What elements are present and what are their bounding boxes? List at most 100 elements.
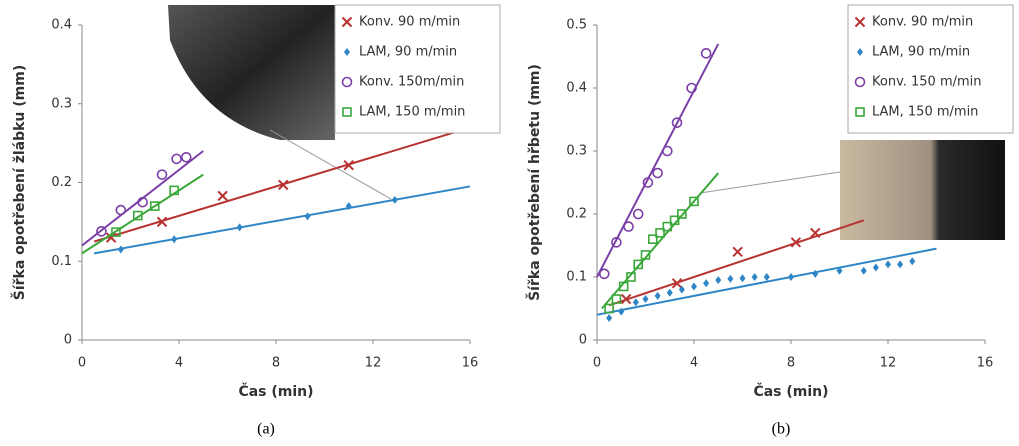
legend-label: LAM, 150 m/min <box>359 105 465 120</box>
x-tick-label: 12 <box>365 356 382 371</box>
x-tick-label: 8 <box>787 356 795 371</box>
y-tick-label: 0 <box>64 333 72 348</box>
marker-circle <box>632 208 644 220</box>
marker-diamond <box>654 291 661 300</box>
x-tick-label: 0 <box>78 356 86 371</box>
marker-diamond <box>606 313 613 322</box>
y-tick-label: 0.3 <box>51 96 72 111</box>
legend-label: LAM, 90 m/min <box>359 45 457 60</box>
marker-circle <box>642 177 654 188</box>
connector <box>699 171 841 194</box>
marker-x <box>156 216 168 228</box>
marker-diamond <box>632 298 639 307</box>
marker-x <box>732 246 743 258</box>
y-tick-label: 0.1 <box>51 254 72 269</box>
marker-diamond <box>909 257 916 266</box>
marker-square <box>149 201 160 211</box>
y-tick-label: 0.4 <box>566 81 587 96</box>
connector <box>269 129 392 200</box>
marker-diamond <box>739 274 746 283</box>
marker-diamond <box>727 274 734 283</box>
trend-line <box>93 130 459 243</box>
marker-circle <box>671 117 683 128</box>
marker-square <box>169 185 179 196</box>
marker-diamond <box>872 263 879 272</box>
legend-box <box>334 4 501 134</box>
trend-line <box>608 219 865 307</box>
marker-diamond <box>345 202 352 211</box>
marker-diamond <box>691 282 697 291</box>
inset-photo <box>168 5 335 140</box>
marker-x <box>671 278 683 289</box>
marker-x <box>854 16 866 28</box>
legend-label: Konv. 150m/min <box>359 75 464 90</box>
marker-circle <box>156 169 168 180</box>
marker-circle <box>598 268 610 280</box>
caption: (b) <box>772 421 791 438</box>
marker-diamond <box>897 260 904 269</box>
marker-diamond <box>751 273 758 281</box>
marker-diamond <box>344 48 350 56</box>
x-tick-label: 12 <box>880 356 897 371</box>
marker-x <box>343 159 354 171</box>
y-tick-label: 0.2 <box>566 207 587 222</box>
legend-box <box>847 4 1014 134</box>
marker-circle <box>171 153 182 165</box>
marker-diamond <box>857 48 863 56</box>
marker-square <box>611 294 622 304</box>
marker-diamond <box>391 195 398 204</box>
marker-diamond <box>171 235 178 244</box>
marker-diamond <box>236 223 243 232</box>
marker-square <box>132 210 143 221</box>
y-axis-label: Šířka opotřebení hřbetu (mm) <box>525 64 543 301</box>
marker-x <box>341 16 353 28</box>
trend-line <box>596 43 720 278</box>
legend-label: LAM, 150 m/min <box>872 105 978 120</box>
legend: Konv. 90 m/min LAM, 90 m/min Konv. 150m/mi… <box>334 4 501 134</box>
marker-square <box>342 107 352 117</box>
legend-label: Konv. 90 m/min <box>359 15 460 30</box>
marker-diamond <box>836 266 843 275</box>
marker-circle <box>700 48 712 59</box>
y-axis-label: Šířka opotřebení žlábku (mm) <box>10 65 28 300</box>
marker-square <box>689 196 699 207</box>
marker-diamond <box>885 260 891 269</box>
marker-diamond <box>703 279 710 288</box>
trend-line <box>93 185 471 255</box>
marker-square <box>855 107 865 117</box>
x-tick-label: 16 <box>977 356 994 371</box>
marker-circle <box>623 221 634 232</box>
marker-square <box>647 234 658 244</box>
x-tick-label: 0 <box>593 356 601 371</box>
marker-diamond <box>117 245 124 254</box>
marker-circle <box>137 196 148 208</box>
caption: (a) <box>257 421 275 438</box>
x-axis-label: Čas (min) <box>753 382 828 400</box>
y-tick-label: 0.1 <box>566 270 587 285</box>
marker-square <box>669 215 680 226</box>
marker-square <box>655 228 665 238</box>
marker-circle <box>854 76 866 88</box>
y-tick-label: 0.3 <box>566 144 587 159</box>
marker-diamond <box>304 212 311 221</box>
marker-diamond <box>678 285 685 294</box>
marker-square <box>604 303 614 314</box>
marker-square <box>662 221 673 232</box>
marker-circle <box>686 82 697 94</box>
y-tick-label: 0 <box>579 333 587 348</box>
marker-x <box>620 293 632 305</box>
marker-x <box>810 227 821 239</box>
marker-diamond <box>618 307 625 316</box>
marker-x <box>790 237 802 248</box>
marker-diamond <box>763 273 770 281</box>
marker-square <box>111 227 121 237</box>
inset-photo <box>840 140 1005 240</box>
x-tick-label: 4 <box>175 356 183 371</box>
marker-diamond <box>788 273 794 281</box>
marker-x <box>278 179 289 191</box>
marker-circle <box>652 167 663 179</box>
x-tick-label: 16 <box>462 356 479 371</box>
marker-diamond <box>642 295 649 304</box>
marker-square <box>640 250 651 260</box>
